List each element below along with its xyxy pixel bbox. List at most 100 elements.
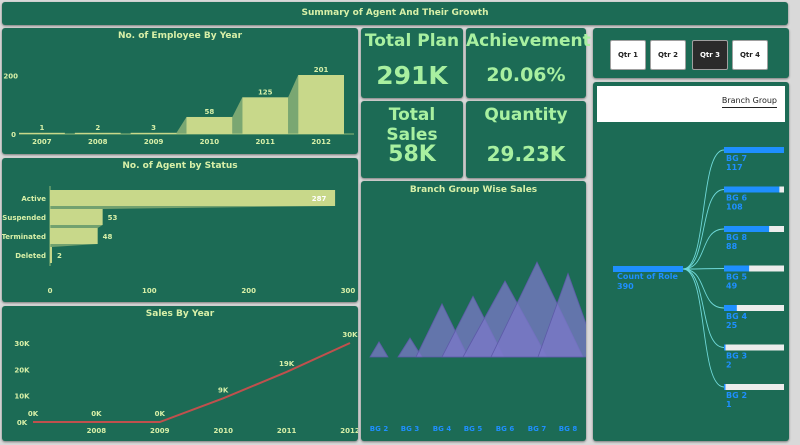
data-label: 30K bbox=[342, 331, 358, 339]
x-tick-label: 200 bbox=[241, 287, 256, 295]
node-bar-bg-2 bbox=[724, 384, 726, 390]
kpi-quantity-value: 29.23K bbox=[486, 142, 566, 166]
x-tick-label: 2010 bbox=[200, 138, 220, 146]
bar-2008 bbox=[74, 132, 121, 134]
branch-group-label[interactable]: Branch Group bbox=[721, 96, 777, 108]
x-tick-label: BG 7 bbox=[528, 425, 547, 433]
data-label: 0K bbox=[91, 410, 102, 418]
category-label: Active bbox=[21, 195, 46, 203]
kpi-total-plan-value: 291K bbox=[376, 61, 448, 90]
bar-2007 bbox=[19, 132, 65, 134]
root-label: Count of Role bbox=[617, 272, 679, 281]
x-tick-label: BG 5 bbox=[464, 425, 483, 433]
x-tick-label: BG 8 bbox=[559, 425, 578, 433]
sales-chart-title: Sales By Year bbox=[145, 309, 215, 319]
tree-connector bbox=[682, 228, 725, 270]
bar-terminated bbox=[50, 228, 98, 244]
x-tick-label: 300 bbox=[341, 287, 356, 295]
node-label: BG 6 bbox=[726, 194, 747, 203]
kpi-achievement-label: Achievement bbox=[466, 31, 591, 51]
sales-line bbox=[33, 342, 351, 423]
data-label: 2 bbox=[95, 124, 100, 132]
triangle-bg-3 bbox=[397, 337, 423, 358]
data-label: 201 bbox=[314, 66, 329, 74]
bar-2010 bbox=[186, 116, 233, 134]
node-bar-bg-3 bbox=[724, 344, 726, 351]
tree-connector bbox=[682, 268, 725, 348]
bar-2012 bbox=[298, 75, 344, 134]
x-tick-label: BG 2 bbox=[370, 425, 389, 433]
x-tick-label: 2008 bbox=[87, 427, 107, 435]
node-value: 108 bbox=[726, 203, 743, 212]
node-bar-bg-7 bbox=[724, 147, 784, 153]
data-label: 53 bbox=[108, 214, 118, 222]
sales-by-year-panel: Sales By Year 0K 10K 20K 30K 0K 0K 0K 9K 19K 30K 2… bbox=[2, 306, 358, 441]
node-label: BG 5 bbox=[726, 273, 747, 282]
kpi-total-sales-label: Total Sales bbox=[386, 105, 438, 145]
bar-ribbon bbox=[176, 116, 187, 134]
branch-sales-title: Branch Group Wise Sales bbox=[409, 185, 538, 195]
triangle-bg-8 bbox=[537, 272, 586, 358]
data-label: 58 bbox=[205, 108, 215, 116]
tree-connector bbox=[682, 268, 725, 388]
root-value: 390 bbox=[617, 282, 634, 291]
qtr-3-button[interactable]: Qtr 3 bbox=[692, 40, 728, 70]
x-tick-label: 2012 bbox=[340, 427, 358, 435]
y-tick-label: 30K bbox=[14, 340, 30, 348]
y-tick-label: 0K bbox=[17, 419, 28, 427]
node-value: 117 bbox=[726, 163, 743, 172]
bar-suspended bbox=[50, 209, 103, 225]
branch-sales-chart: BG 2 BG 3 BG 4 BG 5 BG 6 BG 7 BG 8 bbox=[369, 261, 586, 433]
kpi-achievement-value: 20.06% bbox=[486, 64, 566, 86]
employee-by-year-panel: No. of Employee By Year 1 2007 2 2008 3 2009 5… bbox=[2, 28, 358, 154]
qtr-1-button[interactable]: Qtr 1 bbox=[610, 40, 646, 70]
agent-status-panel: No. of Agent by Status Active 287 Suspende… bbox=[2, 158, 358, 302]
node-label: BG 2 bbox=[726, 391, 747, 400]
bar-ribbon bbox=[50, 206, 336, 209]
y-tick-label: 10K bbox=[14, 393, 30, 401]
y-tick-label: 200 bbox=[3, 72, 18, 80]
node-label: BG 7 bbox=[726, 154, 747, 163]
data-label: 287 bbox=[312, 195, 327, 203]
x-tick-label: BG 6 bbox=[496, 425, 515, 433]
node-label: BG 4 bbox=[726, 312, 747, 321]
status-chart-title: No. of Agent by Status bbox=[122, 161, 238, 171]
node-value: 1 bbox=[726, 400, 732, 409]
branch-group-header: Branch Group bbox=[597, 86, 785, 122]
x-tick-label: 2010 bbox=[213, 427, 233, 435]
qtr-2-button[interactable]: Qtr 2 bbox=[650, 40, 686, 70]
qtr-4-button[interactable]: Qtr 4 bbox=[732, 40, 768, 70]
data-label: 0K bbox=[155, 410, 166, 418]
x-tick-label: 2007 bbox=[32, 138, 52, 146]
bar-ribbon bbox=[232, 97, 243, 134]
status-chart: Active 287 Suspended 53 Terminated 48 Deleted 2… bbox=[2, 186, 356, 295]
node-label: BG 3 bbox=[726, 352, 747, 361]
node-bar-bg-8 bbox=[724, 226, 770, 232]
header-bar: Summary of Agent And Their Growth bbox=[2, 2, 788, 25]
y-tick-label: 20K bbox=[14, 366, 30, 374]
root-bar bbox=[613, 266, 683, 272]
x-tick-label: BG 3 bbox=[401, 425, 420, 433]
node-label: BG 8 bbox=[726, 233, 747, 242]
node-bar-track bbox=[724, 305, 784, 311]
bar-ribbon bbox=[50, 244, 98, 247]
employee-chart-title: No. of Employee By Year bbox=[117, 31, 243, 41]
quarter-slicer: Qtr 1 Qtr 2 Qtr 3 Qtr 4 bbox=[593, 28, 789, 78]
category-label: Deleted bbox=[15, 252, 46, 260]
bar-active bbox=[50, 190, 336, 206]
x-tick-label: 2011 bbox=[277, 427, 297, 435]
x-tick-label: 100 bbox=[142, 287, 157, 295]
node-bar-track bbox=[724, 265, 784, 272]
category-label: Terminated bbox=[2, 233, 46, 241]
x-tick-label: 2009 bbox=[144, 138, 164, 146]
page-title: Summary of Agent And Their Growth bbox=[301, 8, 489, 18]
node-value: 49 bbox=[726, 282, 738, 291]
data-label: 9K bbox=[218, 386, 229, 394]
bar-ribbon bbox=[50, 225, 103, 228]
node-value: 88 bbox=[726, 242, 738, 251]
bar-2009 bbox=[130, 132, 177, 134]
x-tick-label: 0 bbox=[48, 287, 53, 295]
node-value: 25 bbox=[726, 321, 738, 330]
node-value: 2 bbox=[726, 361, 732, 370]
kpi-achievement: Achievement 20.06% bbox=[466, 28, 591, 98]
